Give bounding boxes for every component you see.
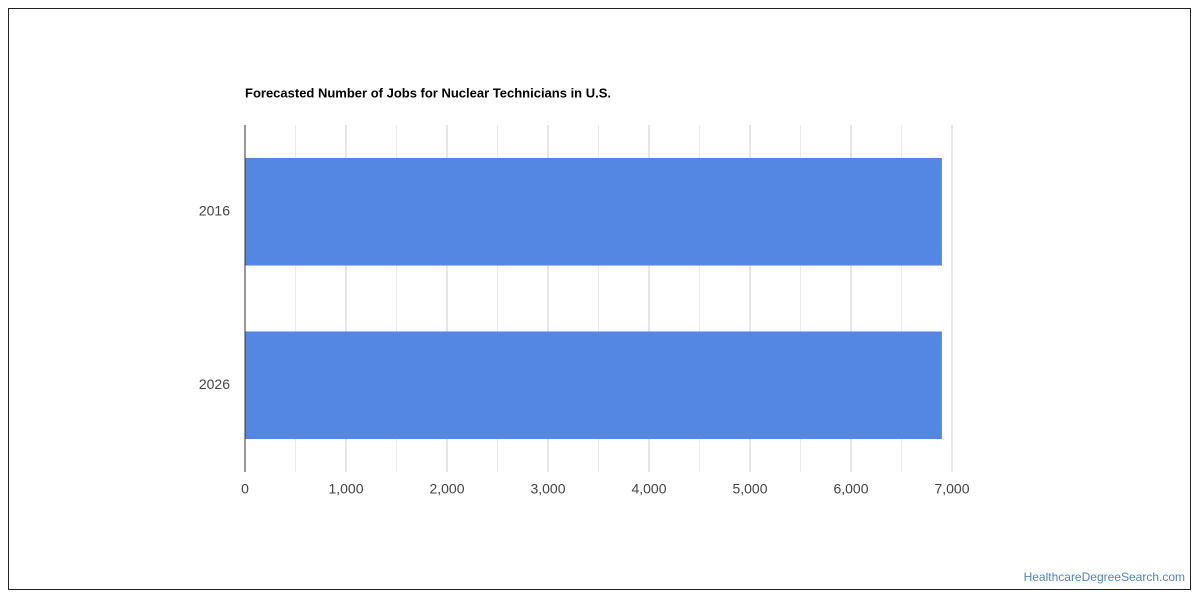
x-tick-label: 0 [241,481,249,497]
x-tick-label: 5,000 [732,481,767,497]
y-tick-label: 2026 [199,376,230,392]
x-tick-label: 4,000 [631,481,666,497]
x-tick-label: 1,000 [328,481,363,497]
y-tick-label: 2016 [199,202,230,218]
x-tick-label: 6,000 [833,481,868,497]
x-tick-label: 2,000 [429,481,464,497]
bar [245,331,942,440]
frame [8,8,1191,590]
bar [245,157,942,266]
source: HealthcareDegreeSearch.com [1024,570,1185,584]
chart-title: Forecasted Number of Jobs for Nuclear Te… [245,85,611,100]
x-tick-label: 3,000 [530,481,565,497]
x-tick-label: 7,000 [934,481,969,497]
